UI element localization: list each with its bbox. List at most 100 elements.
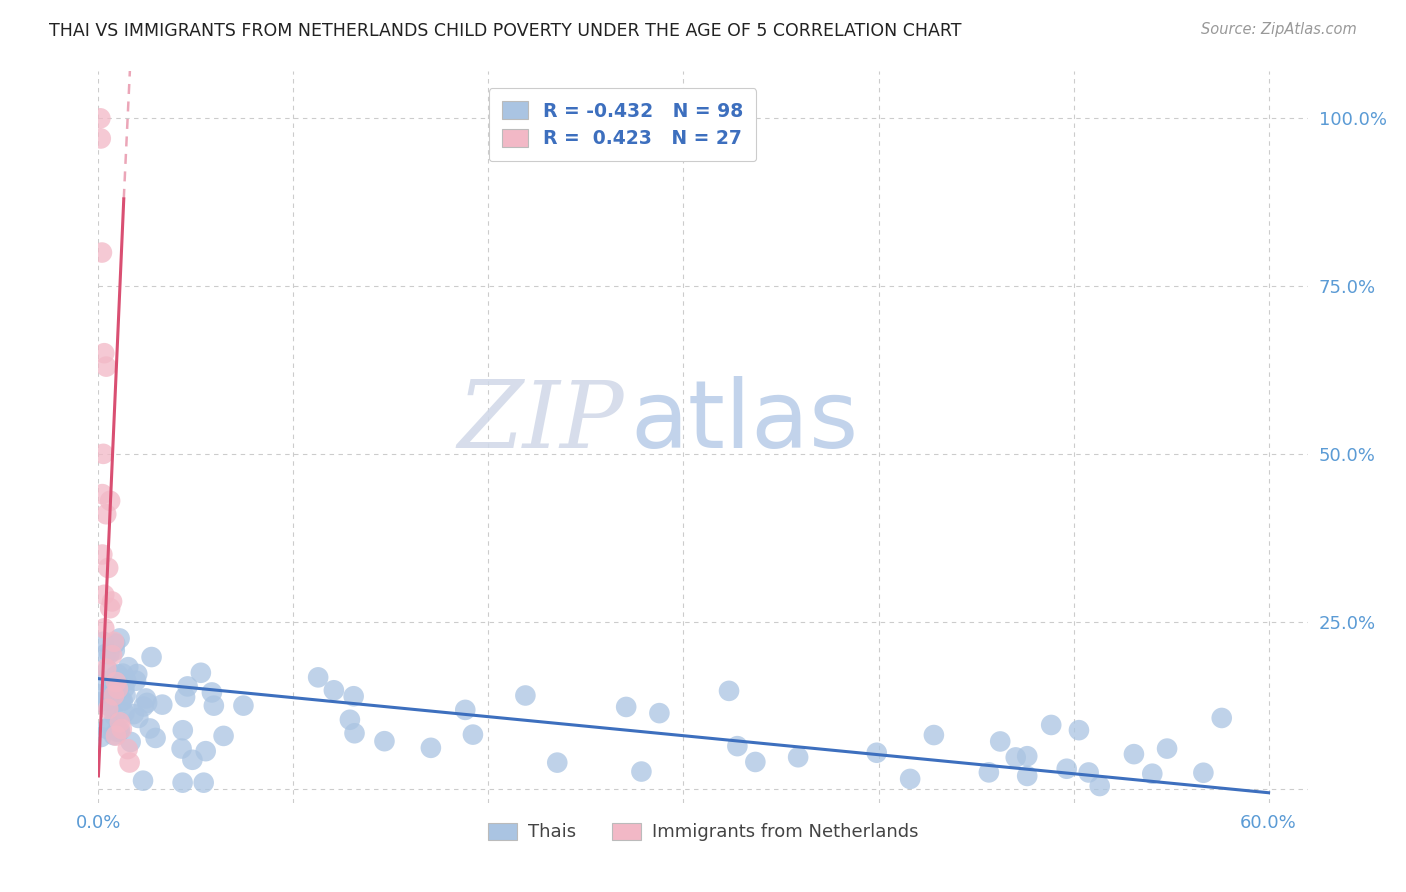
Text: ZIP: ZIP <box>458 377 624 467</box>
Text: atlas: atlas <box>630 376 859 468</box>
Point <box>104 637 127 651</box>
Point <box>96 662 118 676</box>
Point <box>1040 718 1063 732</box>
Point <box>202 698 225 713</box>
Point <box>107 681 129 696</box>
Point <box>343 690 366 704</box>
Point <box>90 687 112 701</box>
Text: THAI VS IMMIGRANTS FROM NETHERLANDS CHILD POVERTY UNDER THE AGE OF 5 CORRELATION: THAI VS IMMIGRANTS FROM NETHERLANDS CHIL… <box>49 22 962 40</box>
Point <box>419 740 441 755</box>
Point <box>111 722 134 736</box>
Point <box>96 359 118 374</box>
Point <box>96 694 118 708</box>
Point <box>114 681 136 695</box>
Point <box>174 690 197 705</box>
Point <box>103 709 125 723</box>
Point <box>212 729 235 743</box>
Point <box>630 764 652 779</box>
Point <box>93 634 115 648</box>
Point <box>104 729 127 743</box>
Point <box>98 601 121 615</box>
Point <box>648 706 671 720</box>
Point <box>115 673 138 688</box>
Point <box>744 755 766 769</box>
Point <box>89 112 111 126</box>
Point <box>90 245 112 260</box>
Point <box>107 667 129 681</box>
Point <box>127 711 149 725</box>
Point <box>90 131 112 145</box>
Point <box>100 679 122 693</box>
Point <box>127 667 149 681</box>
Point <box>1067 723 1090 738</box>
Point <box>546 756 568 770</box>
Point <box>90 730 112 744</box>
Point <box>307 670 329 684</box>
Point <box>461 728 484 742</box>
Point <box>110 672 132 686</box>
Point <box>103 689 125 703</box>
Point <box>1156 741 1178 756</box>
Text: Source: ZipAtlas.com: Source: ZipAtlas.com <box>1201 22 1357 37</box>
Point <box>145 731 167 745</box>
Point <box>105 686 128 700</box>
Point <box>108 723 131 737</box>
Point <box>93 346 115 360</box>
Point <box>1077 765 1099 780</box>
Point <box>718 684 741 698</box>
Point <box>89 695 111 709</box>
Point <box>104 670 127 684</box>
Point <box>114 688 136 702</box>
Point <box>110 693 132 707</box>
Point <box>172 723 194 738</box>
Point <box>787 750 810 764</box>
Point <box>98 718 121 732</box>
Point <box>172 775 194 789</box>
Point <box>98 647 121 661</box>
Point <box>194 744 217 758</box>
Point <box>193 775 215 789</box>
Point <box>112 706 135 720</box>
Point <box>170 741 193 756</box>
Point <box>104 643 127 657</box>
Point <box>107 683 129 698</box>
Point <box>176 680 198 694</box>
Point <box>373 734 395 748</box>
Point <box>135 691 157 706</box>
Point <box>91 487 114 501</box>
Point <box>105 724 128 739</box>
Point <box>103 634 125 648</box>
Point <box>93 621 115 635</box>
Point <box>139 722 162 736</box>
Point <box>117 660 139 674</box>
Point <box>111 666 134 681</box>
Point <box>97 561 120 575</box>
Point <box>977 765 1000 780</box>
Point <box>1211 711 1233 725</box>
Point <box>1192 765 1215 780</box>
Point <box>181 753 204 767</box>
Point <box>93 588 115 602</box>
Point <box>150 698 173 712</box>
Point <box>1142 766 1164 780</box>
Point <box>117 742 139 756</box>
Point <box>96 508 118 522</box>
Point <box>132 699 155 714</box>
Point <box>120 735 142 749</box>
Point <box>125 673 148 688</box>
Point <box>108 632 131 646</box>
Point <box>103 728 125 742</box>
Point <box>1017 769 1039 783</box>
Point <box>343 726 366 740</box>
Point <box>614 700 637 714</box>
Point <box>97 702 120 716</box>
Point <box>1088 779 1111 793</box>
Point <box>90 673 112 688</box>
Point <box>201 685 224 699</box>
Point <box>1004 750 1026 764</box>
Point <box>122 707 145 722</box>
Point <box>339 713 361 727</box>
Point <box>101 594 124 608</box>
Point <box>136 696 159 710</box>
Point <box>1056 762 1078 776</box>
